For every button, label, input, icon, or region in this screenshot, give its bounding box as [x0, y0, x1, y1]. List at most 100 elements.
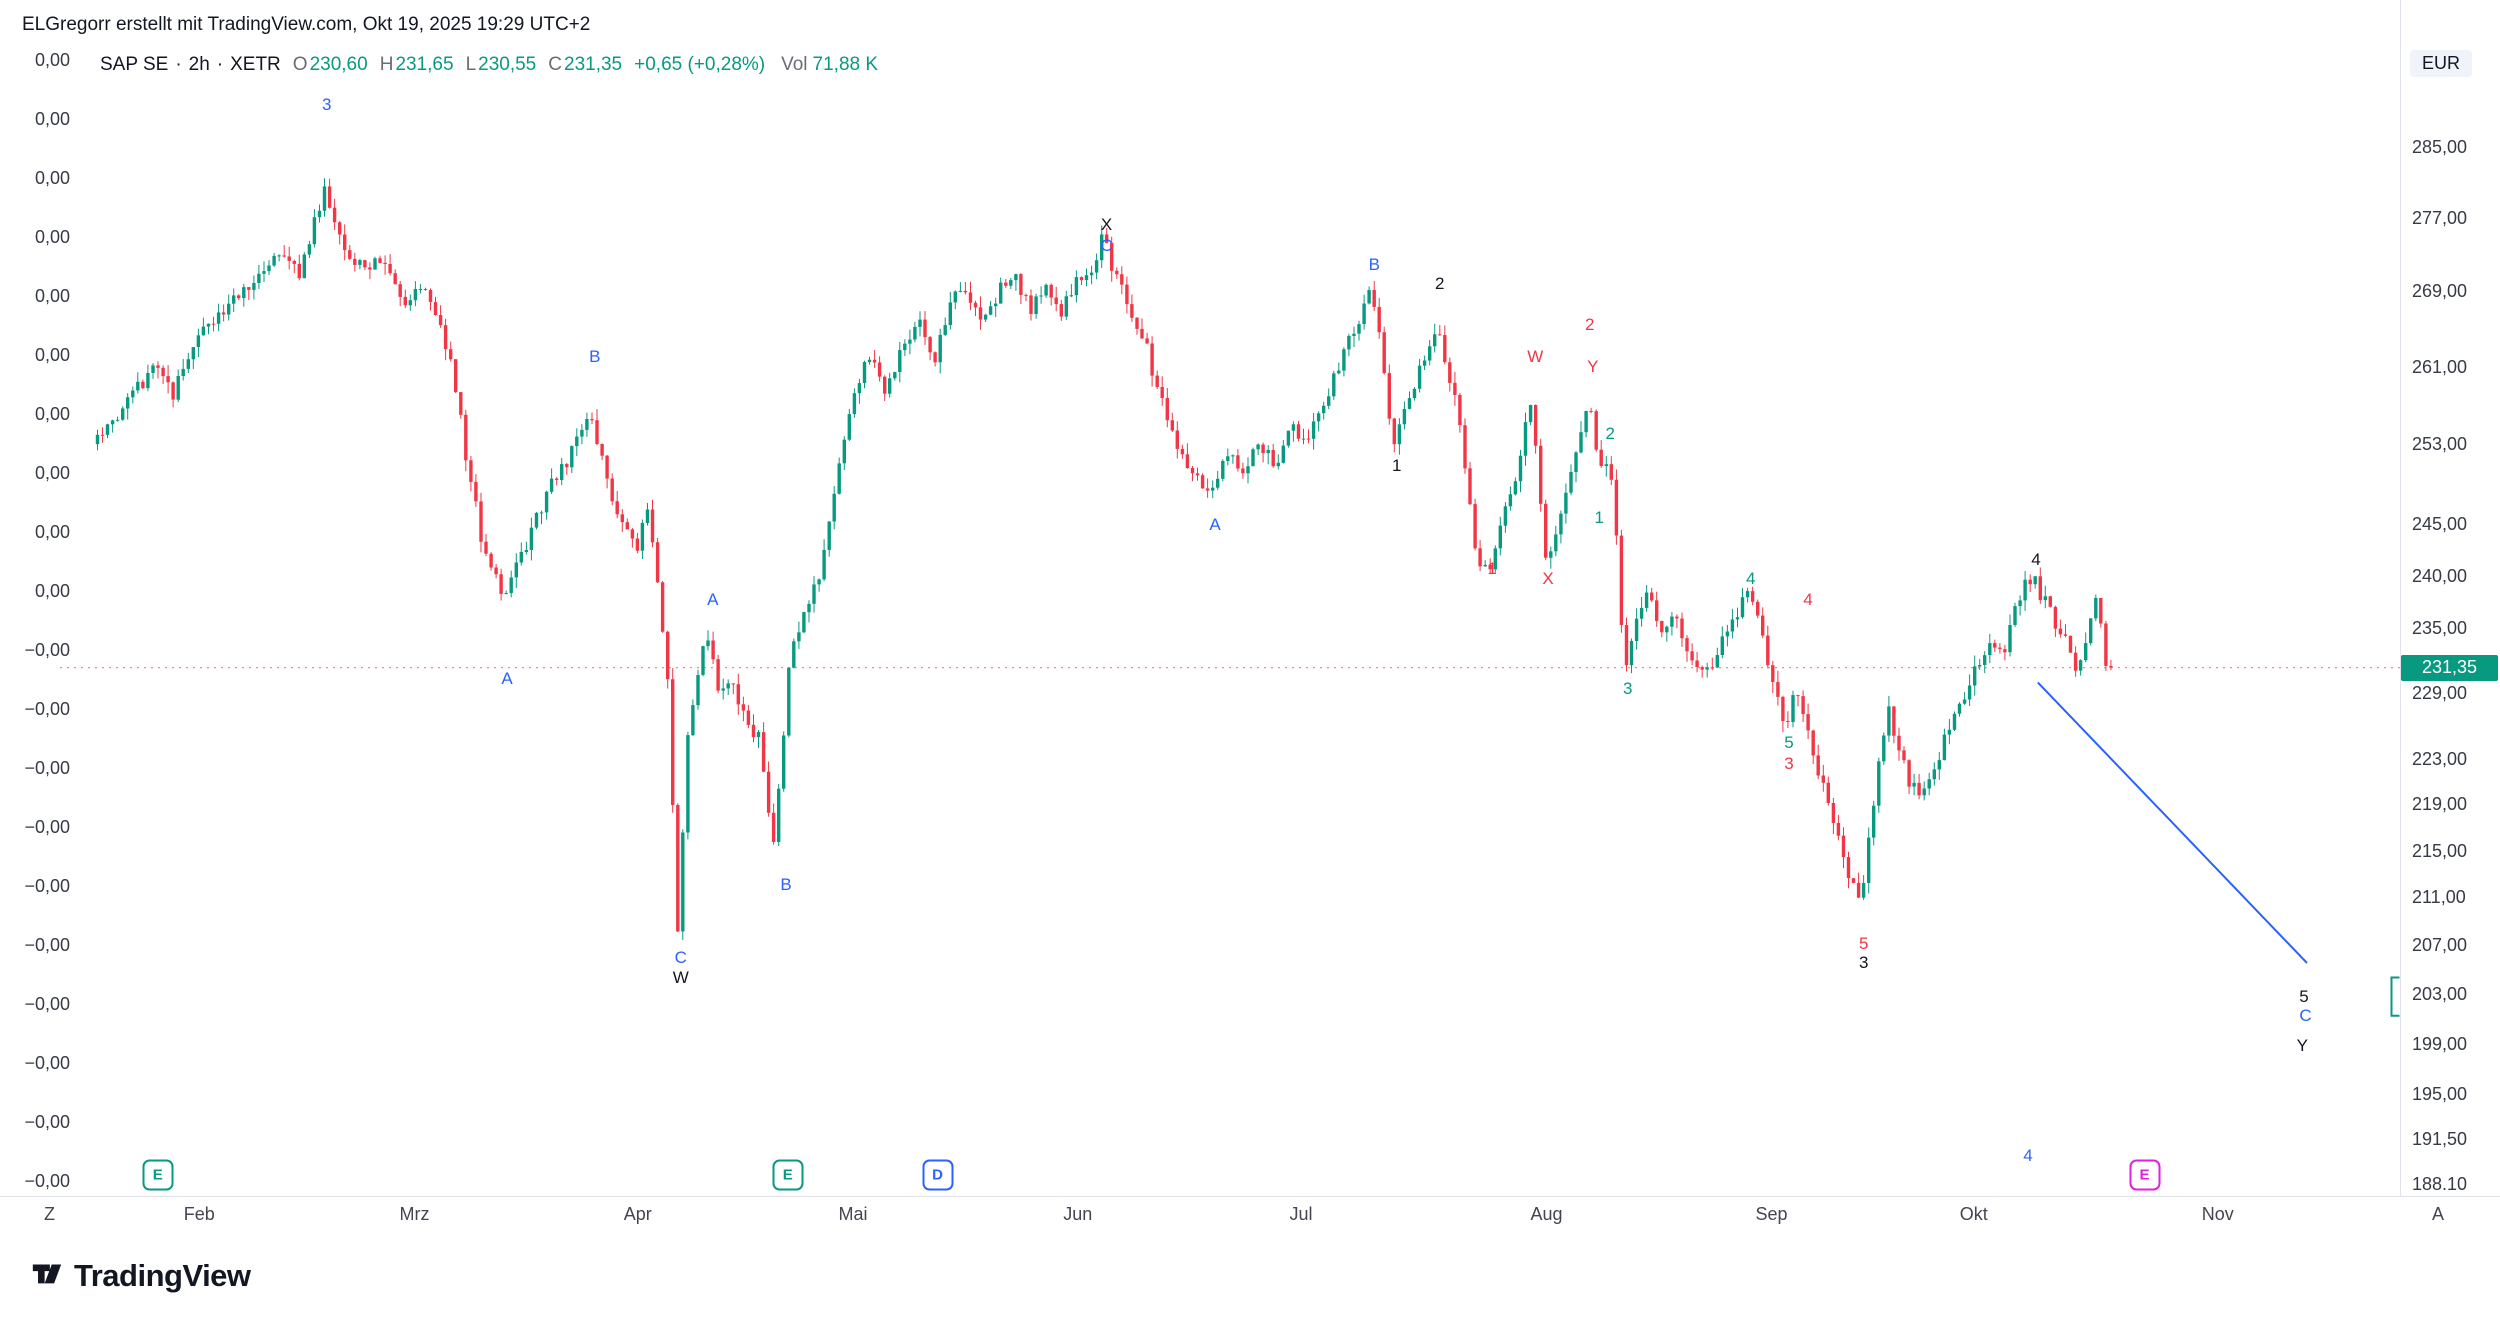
time-axis[interactable]: Z Feb Mrz Apr Mai Jun Jul Aug Sep Okt Nov A [0, 1196, 2500, 1244]
wave-label[interactable]: 3 [1623, 678, 1633, 698]
earnings-marker[interactable]: E [2129, 1159, 2160, 1191]
currency-label[interactable]: EUR [2410, 50, 2473, 77]
left-axis-tick: −0,00 [24, 876, 70, 896]
ohlc-values: O 230,60 H 231,65 L 230,55 C 231,35 [281, 54, 622, 76]
legend-separator: · [175, 54, 182, 75]
volume-label: Vol [781, 54, 808, 75]
price-axis-separator [2400, 0, 2401, 1196]
ohlc-value: 231,65 [395, 54, 454, 75]
wave-label[interactable]: A [707, 589, 719, 609]
wave-label[interactable]: X [1100, 214, 1113, 234]
chart-legend[interactable]: SAP SE · 2h · XETR O 230,60 H 231,65 L 230,55… [100, 54, 878, 76]
left-axis-tick: 0,00 [34, 581, 70, 601]
wave-label[interactable]: 3 [1784, 753, 1794, 773]
timezone-button[interactable]: Z [44, 1204, 55, 1224]
wave-label[interactable]: 4 [2031, 549, 2041, 569]
price-tick: 285,00 [2412, 137, 2468, 157]
ohlc-value: 231,35 [564, 54, 623, 75]
dividend-marker[interactable]: D [922, 1159, 953, 1191]
left-axis-tick: 0,00 [34, 50, 70, 70]
wave-label[interactable]: 5 [1859, 933, 1869, 953]
wave-label[interactable]: Y [2296, 1035, 2308, 1055]
month-label[interactable]: Aug [1530, 1204, 1563, 1224]
wave-label[interactable]: A [1209, 514, 1221, 534]
price-axis[interactable]: EUR 285,00 277,00 269,00 261,00 253,00 245,00… [2400, 0, 2500, 1196]
left-axis-tick: −0,00 [24, 1112, 70, 1132]
wave-label[interactable]: 2 [1605, 423, 1615, 443]
left-axis-tick: −0,00 [24, 1171, 70, 1191]
wave-label[interactable]: C [2299, 1005, 2312, 1025]
wave-label[interactable]: B [1368, 254, 1380, 274]
left-axis-tick: −0,00 [24, 1053, 70, 1073]
wave-label[interactable]: W [672, 967, 689, 987]
left-axis-tick: −0,00 [24, 994, 70, 1014]
price-tick: 245,00 [2412, 514, 2468, 535]
wave-label[interactable]: 3 [322, 95, 332, 115]
left-axis-tick: −0,00 [24, 758, 70, 778]
left-axis-tick: 0,00 [34, 404, 70, 424]
price-tick: 199,00 [2412, 1033, 2468, 1054]
month-label[interactable]: Mrz [399, 1204, 430, 1224]
month-label[interactable]: Sep [1755, 1204, 1788, 1224]
price-tick: 229,00 [2412, 683, 2468, 704]
wave-label[interactable]: 5 [1784, 733, 1794, 753]
price-tick: 269,00 [2412, 281, 2468, 302]
ohlc-key: L [465, 54, 477, 75]
price-tick: 207,00 [2412, 935, 2468, 956]
price-tick: 235,00 [2412, 618, 2468, 639]
month-label[interactable]: Okt [1959, 1204, 1988, 1224]
wave-label[interactable]: W [1527, 347, 1544, 367]
wave-label[interactable]: Y [1587, 356, 1599, 376]
left-axis-tick: 0,00 [34, 227, 70, 247]
wave-label[interactable]: 4 [1803, 589, 1813, 609]
price-tick: 188.10 [2412, 1174, 2468, 1195]
price-tick: 223,00 [2412, 749, 2468, 770]
wave-label[interactable]: A [501, 669, 513, 689]
wave-label[interactable]: C [674, 948, 687, 968]
month-label[interactable]: Apr [623, 1204, 652, 1224]
month-label[interactable]: Nov [2201, 1204, 2234, 1224]
tradingview-logo-icon[interactable] [30, 1256, 64, 1295]
earnings-marker[interactable]: E [772, 1159, 804, 1191]
price-tick: 253,00 [2412, 434, 2468, 455]
left-axis-tick: −0,00 [24, 640, 70, 660]
wave-label[interactable]: 3 [1859, 953, 1869, 973]
wave-label[interactable]: 2 [1435, 273, 1445, 293]
wave-label[interactable]: 1 [1392, 455, 1402, 475]
month-label[interactable]: Mai [838, 1204, 868, 1224]
wave-label[interactable]: 4 [2023, 1145, 2033, 1165]
wave-label[interactable]: 5 [2299, 986, 2309, 1006]
legend-separator: · [216, 54, 224, 75]
symbol-name[interactable]: SAP SE [100, 54, 169, 75]
interval-label[interactable]: 2h [188, 54, 210, 75]
wave-label[interactable]: B [589, 347, 601, 367]
earnings-marker[interactable]: E [142, 1159, 174, 1191]
tradingview-logo-text[interactable]: TradingView [74, 1257, 251, 1293]
month-label[interactable]: Jul [1289, 1204, 1313, 1224]
left-axis-tick: −0,00 [24, 699, 70, 719]
month-label[interactable]: Feb [183, 1204, 215, 1224]
left-axis-tick: 0,00 [34, 463, 70, 483]
wave-label[interactable]: C [1100, 235, 1113, 255]
month-label[interactable]: Jun [1063, 1204, 1093, 1224]
price-tick: 203,00 [2412, 983, 2468, 1004]
wave-label[interactable]: 2 [1585, 315, 1595, 335]
price-tick: 261,00 [2412, 356, 2468, 377]
footer: TradingView [30, 1256, 251, 1295]
wave-label[interactable]: 1 [1594, 508, 1604, 528]
wave-label[interactable]: 1 [1487, 559, 1497, 579]
exchange-label[interactable]: XETR [230, 54, 281, 75]
last-price-badge: 231,35 [2401, 654, 2498, 681]
left-axis-tick: −0,00 [24, 935, 70, 955]
wave-label[interactable]: X [1542, 568, 1554, 588]
auto-scale-button[interactable]: A [2432, 1204, 2445, 1224]
left-axis-tick: 0,00 [34, 286, 70, 306]
left-price-axis[interactable]: 0,00 0,00 0,00 0,00 0,00 0,00 0,00 0,00 0,00 0,00… [0, 0, 74, 1196]
wave-label[interactable]: B [780, 874, 792, 894]
price-tick: 195,00 [2412, 1084, 2468, 1105]
wave-label[interactable]: 4 [1746, 568, 1756, 588]
price-tick: 191,50 [2412, 1129, 2468, 1150]
ohlc-key: O [292, 54, 308, 75]
